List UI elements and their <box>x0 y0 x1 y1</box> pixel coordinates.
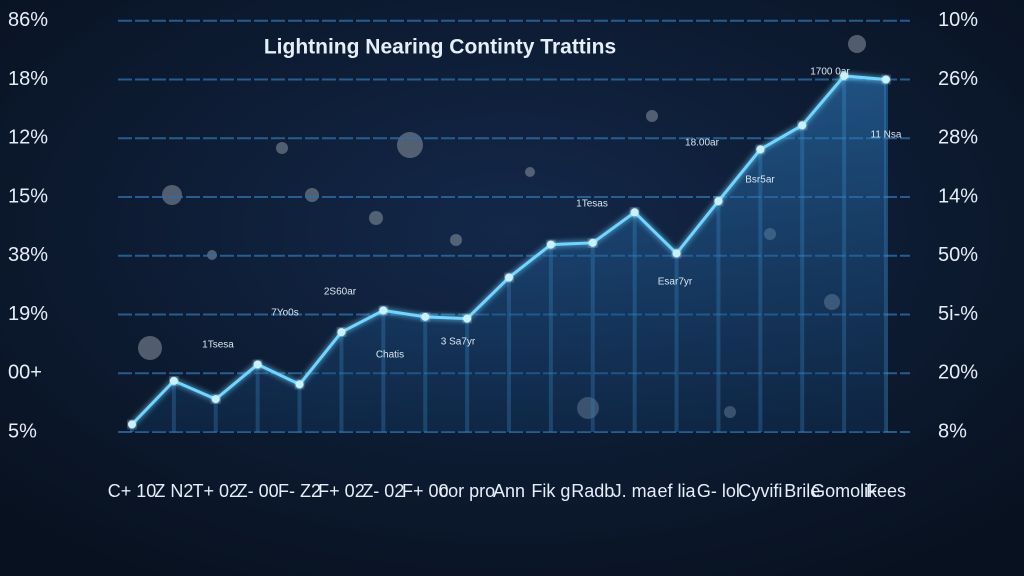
y2-tick-label: 28% <box>938 127 978 149</box>
x-tick-label: Radb <box>571 481 614 501</box>
x-tick-label: F- Z2 <box>278 481 321 501</box>
x-tick-label: Z- 00 <box>237 481 279 501</box>
y-tick-label: 18% <box>8 68 48 90</box>
annotation: 1700 0ar <box>810 67 850 78</box>
x-tick-label: Fees <box>866 481 906 501</box>
x-tick-label: Gomolik <box>811 481 878 501</box>
y-tick-label: 5% <box>8 420 37 442</box>
y-tick-label: 19% <box>8 303 48 325</box>
x-tick-label: cor pro <box>439 481 495 501</box>
point <box>546 240 555 249</box>
point <box>505 273 513 282</box>
x-tick-label: Ann <box>493 481 525 501</box>
point <box>337 328 346 337</box>
point <box>169 376 178 385</box>
point <box>463 314 472 323</box>
y2-tick-label: 50% <box>938 244 978 266</box>
point <box>295 380 304 389</box>
x-tick-label: J. ma <box>613 481 658 501</box>
annotation: Chatis <box>376 350 404 361</box>
x-tick-label: F+ 00 <box>402 481 449 501</box>
point <box>798 121 807 130</box>
y-tick-label: 86% <box>8 9 48 31</box>
point <box>630 208 639 217</box>
y-tick-label: 00+ <box>8 362 42 384</box>
y-tick-label: 15% <box>8 185 48 207</box>
annotation: 3 Sa7yr <box>441 337 476 348</box>
annotation: Esar7yr <box>658 277 693 288</box>
y-tick-label: 12% <box>8 127 48 149</box>
y2-tick-label: 14% <box>938 185 978 207</box>
x-tick-label: F+ 02 <box>318 481 365 501</box>
x-tick-label: Cyvifi <box>738 481 782 501</box>
point <box>128 420 136 429</box>
y2-tick-label: 10% <box>938 9 978 31</box>
y-tick-label: 38% <box>8 244 48 266</box>
x-tick-label: G- lol <box>697 481 740 501</box>
point <box>379 306 388 315</box>
point <box>211 395 220 404</box>
y2-tick-label: 5i-% <box>938 303 978 325</box>
y2-tick-label: 20% <box>938 362 978 384</box>
x-tick-label: C+ 10 <box>108 481 157 501</box>
annotation: 1Tsesa <box>202 340 234 351</box>
x-tick-label: ef lia <box>658 481 697 501</box>
annotation: 18.00ar <box>685 138 720 149</box>
point <box>840 71 849 80</box>
point <box>756 145 765 154</box>
point <box>253 360 262 369</box>
x-tick-label: Brile <box>784 481 820 501</box>
annotation: 1Tesas <box>576 199 608 210</box>
annotation: 2S60ar <box>324 287 357 298</box>
point <box>714 197 723 206</box>
x-tick-label: T+ 02 <box>193 481 240 501</box>
point <box>421 312 430 321</box>
annotation: 7Yo0s <box>271 308 298 319</box>
x-tick-label: Z- 02 <box>362 481 404 501</box>
x-tick-label: Fik g <box>531 481 570 501</box>
area <box>132 75 886 432</box>
y2-tick-label: 26% <box>938 68 978 90</box>
y2-tick-label: 8% <box>938 420 967 442</box>
x-tick-label: Z N2 <box>154 481 193 501</box>
point <box>882 75 890 84</box>
point <box>588 238 597 247</box>
annotation: 11 Nsa <box>871 130 902 141</box>
point <box>672 249 681 258</box>
annotation: Bsr5ar <box>745 175 775 186</box>
chart-title: Lightning Nearing Continty Trattins <box>264 36 616 59</box>
